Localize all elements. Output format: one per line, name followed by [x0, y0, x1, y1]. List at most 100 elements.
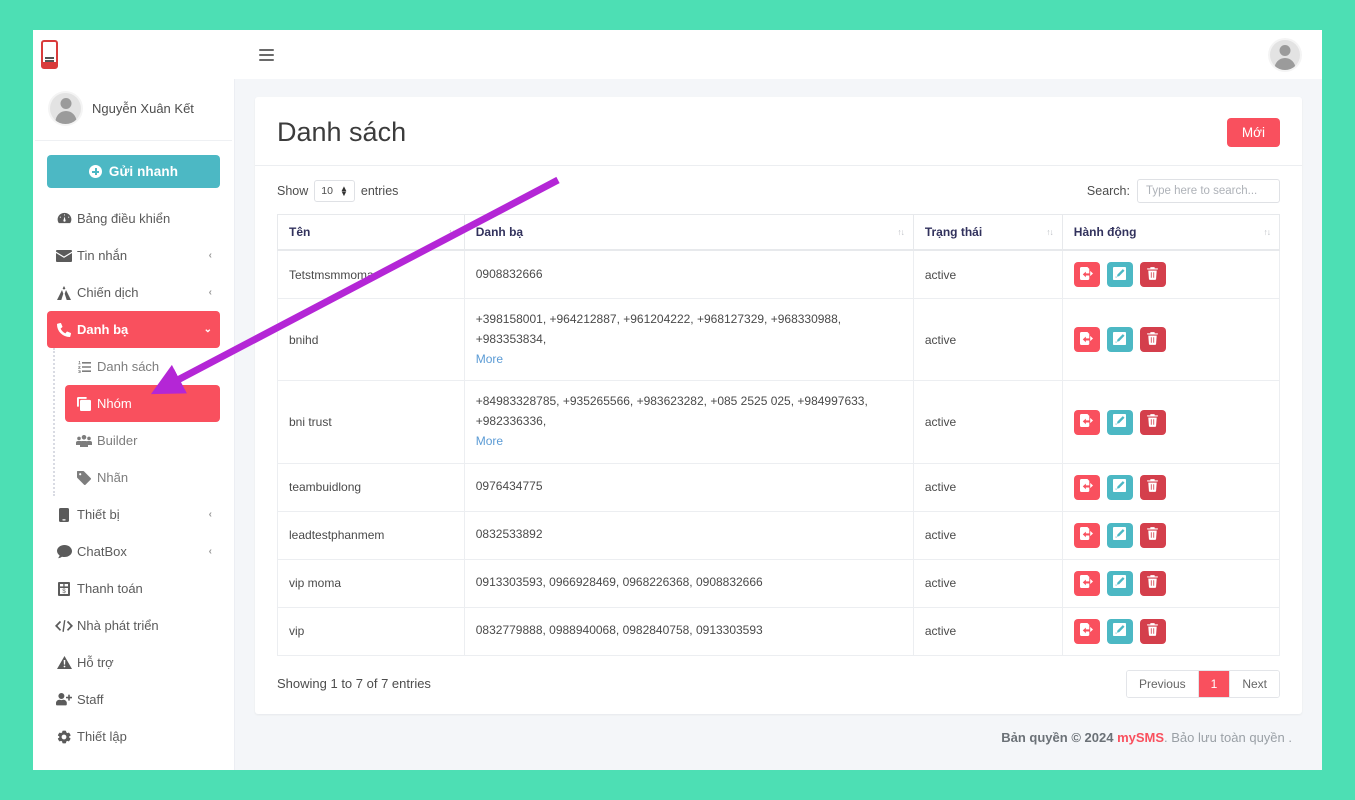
- sidebar-item-support[interactable]: Hỗ trợ: [47, 644, 220, 681]
- list-ol-icon: [71, 360, 97, 373]
- top-navbar: [33, 30, 1322, 79]
- edit-row-button[interactable]: [1106, 327, 1133, 353]
- chevron-left-icon: ‹: [208, 546, 212, 557]
- entries-label: entries: [360, 184, 399, 198]
- cell-actions: [1061, 462, 1281, 512]
- sidebar-item-developer[interactable]: Nhà phát triển: [47, 607, 220, 644]
- cell-status: active: [912, 510, 1063, 560]
- sort-icon: ↑↓: [1046, 227, 1053, 237]
- delete-row-button[interactable]: [1139, 327, 1166, 353]
- delete-row-button[interactable]: [1139, 474, 1166, 500]
- edit-row-button[interactable]: [1106, 409, 1133, 435]
- gear-icon: [51, 730, 77, 744]
- edit-icon: [1113, 266, 1127, 283]
- page-length-control: Show 10 ▲ ▼ entries: [277, 180, 398, 202]
- sidebar-subitem-label: Builder: [97, 433, 138, 448]
- sidebar-item-contacts[interactable]: Danh bạ ⌄: [47, 311, 220, 348]
- edit-row-button[interactable]: [1106, 522, 1133, 548]
- search-input[interactable]: [1137, 179, 1280, 203]
- edit-icon: [1113, 331, 1127, 348]
- cell-actions: [1061, 606, 1281, 656]
- brand-logo[interactable]: [33, 30, 235, 79]
- pagination: Previous 1 Next: [1125, 669, 1280, 698]
- sidebar-item-chatbox[interactable]: ChatBox ‹: [47, 533, 220, 570]
- table-head: Tên ↑↓ Danh bạ ↑↓ Trạng thái ↑↓: [277, 214, 1281, 251]
- export-row-button[interactable]: [1073, 327, 1100, 353]
- sidebar-item-messages[interactable]: Tin nhắn ‹: [47, 237, 220, 274]
- sidebar-submenu-contacts: Danh sách Nhóm Builder: [53, 348, 234, 496]
- sidebar-subitem-nhan[interactable]: Nhãn: [65, 459, 220, 496]
- edit-icon: [1113, 479, 1127, 495]
- cell-name: bni trust: [277, 380, 465, 464]
- delete-row-button[interactable]: [1139, 618, 1166, 644]
- tag-icon: [71, 470, 97, 485]
- quick-send-button[interactable]: Gửi nhanh: [47, 155, 220, 188]
- export-icon: [1080, 414, 1094, 430]
- user-avatar-icon[interactable]: [1270, 39, 1300, 70]
- new-button[interactable]: Mới: [1226, 118, 1280, 147]
- sidebar-item-campaigns[interactable]: Chiến dịch ‹: [47, 274, 220, 311]
- hamburger-icon[interactable]: [255, 45, 278, 65]
- sidebar-item-dashboard[interactable]: Bảng điều khiển: [47, 200, 220, 237]
- mobile-phone-icon: [41, 40, 58, 69]
- contacts-table: Tên ↑↓ Danh bạ ↑↓ Trạng thái ↑↓: [277, 214, 1281, 656]
- sidebar-subitem-danh-sach[interactable]: Danh sách: [65, 348, 220, 385]
- sidebar-item-settings[interactable]: Thiết lập: [47, 718, 220, 755]
- sidebar-user-profile[interactable]: Nguyễn Xuân Kết: [35, 83, 232, 141]
- export-row-button[interactable]: [1073, 522, 1100, 548]
- delete-row-button[interactable]: [1139, 262, 1166, 287]
- sidebar-item-label: Thiết bị: [77, 507, 120, 522]
- delete-row-button[interactable]: [1139, 522, 1166, 548]
- export-row-button[interactable]: [1073, 474, 1100, 500]
- delete-row-button[interactable]: [1139, 409, 1166, 435]
- sidebar-item-devices[interactable]: Thiết bị ‹: [47, 496, 220, 533]
- envelope-icon: [51, 249, 77, 262]
- export-icon: [1080, 331, 1094, 348]
- export-row-button[interactable]: [1073, 618, 1100, 644]
- sidebar-subitem-nhom[interactable]: Nhóm: [65, 385, 220, 422]
- cell-contacts: 0832533892: [463, 510, 914, 560]
- delete-row-button[interactable]: [1139, 570, 1166, 596]
- edit-row-button[interactable]: [1106, 474, 1133, 500]
- page-length-select[interactable]: 10 ▲ ▼: [314, 180, 355, 202]
- more-link[interactable]: More: [475, 351, 504, 366]
- sidebar-item-label: Thiết lập: [77, 729, 127, 744]
- export-row-button[interactable]: [1073, 570, 1100, 596]
- column-header-hanh-dong[interactable]: Hành động ↑↓: [1061, 214, 1281, 251]
- sidebar-subitem-builder[interactable]: Builder: [65, 422, 220, 459]
- edit-icon: [1113, 575, 1127, 591]
- column-header-danh-ba[interactable]: Danh bạ ↑↓: [463, 214, 914, 251]
- export-row-button[interactable]: [1073, 409, 1100, 435]
- cell-contacts: 0976434775: [463, 462, 914, 512]
- footer-copyright: Bản quyền © 2024: [1001, 729, 1114, 745]
- column-header-ten[interactable]: Tên ↑↓: [277, 214, 465, 251]
- table-controls: Show 10 ▲ ▼ entries Search:: [277, 179, 1280, 214]
- cell-name: bnihd: [277, 297, 465, 382]
- search-label: Search:: [1086, 184, 1130, 198]
- contacts-text: 0908832666: [475, 266, 543, 281]
- warning-icon: [51, 656, 77, 669]
- cell-name: vip moma: [277, 558, 465, 608]
- export-icon: [1080, 623, 1094, 639]
- export-row-button[interactable]: [1073, 262, 1100, 287]
- footer-rights: . Bảo lưu toàn quyền .: [1164, 729, 1292, 745]
- chevron-left-icon: ‹: [208, 250, 212, 261]
- pagination-next[interactable]: Next: [1229, 670, 1279, 697]
- table-row: bni trust +84983328785, +935265566, +9836…: [277, 380, 1281, 464]
- sidebar-item-billing[interactable]: $ Thanh toán: [47, 570, 220, 607]
- sidebar-subitem-label: Nhãn: [97, 470, 129, 485]
- pagination-previous[interactable]: Previous: [1126, 670, 1198, 697]
- edit-row-button[interactable]: [1106, 570, 1133, 596]
- pagination-page-1[interactable]: 1: [1197, 670, 1230, 697]
- card-header: Danh sách Mới: [255, 97, 1302, 166]
- edit-row-button[interactable]: [1106, 262, 1133, 287]
- column-header-trang-thai[interactable]: Trạng thái ↑↓: [912, 214, 1063, 251]
- more-link[interactable]: More: [475, 433, 504, 448]
- search-control: Search:: [1087, 179, 1280, 203]
- edit-row-button[interactable]: [1106, 618, 1133, 644]
- users-icon: [71, 434, 97, 447]
- page-length-value: 10: [321, 185, 333, 197]
- entries-info: Showing 1 to 7 of 7 entries: [277, 676, 431, 692]
- sidebar-item-label: Tin nhắn: [77, 248, 128, 263]
- sidebar-item-staff[interactable]: Staff: [47, 681, 220, 718]
